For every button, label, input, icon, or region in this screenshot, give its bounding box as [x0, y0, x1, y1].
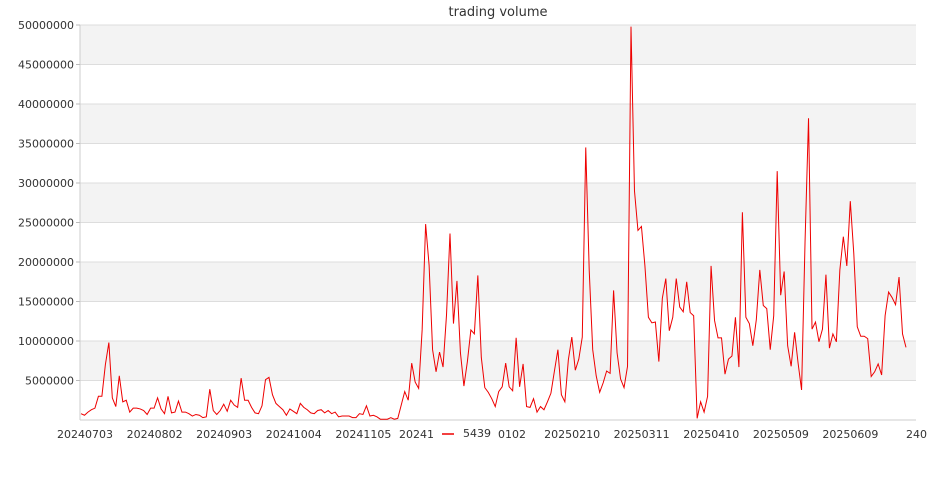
y-tick-label: 15000000	[18, 296, 74, 309]
grid-band	[80, 262, 916, 302]
y-tick-label: 30000000	[18, 177, 74, 190]
grid-bands	[80, 24, 916, 381]
legend-background	[434, 426, 496, 442]
y-tick-label: 20000000	[18, 256, 74, 269]
y-tick-label: 40000000	[18, 98, 74, 111]
x-tick-label: 20250210	[544, 428, 600, 441]
x-tick-label: 240	[906, 428, 927, 441]
x-tick-label: 20240802	[127, 428, 183, 441]
y-tick-label: 25000000	[18, 217, 74, 230]
x-tick-label: 0102	[498, 428, 526, 441]
legend: 5439	[434, 426, 496, 442]
x-tick-label: 20250410	[683, 428, 739, 441]
x-axis: 20240703 20240802 20240903 20241004 20241105…	[57, 419, 927, 441]
x-tick-label: 20241004	[266, 428, 322, 441]
x-tick-label: 20250609	[822, 428, 878, 441]
y-axis: 5000000 10000000 15000000 20000000 25000000 3…	[18, 19, 81, 420]
grid-band	[80, 104, 916, 144]
x-tick-label: 20250311	[614, 428, 670, 441]
y-tick-label: 10000000	[18, 335, 74, 348]
y-tick-label: 5000000	[25, 375, 74, 388]
y-tick-label: 35000000	[18, 138, 74, 151]
y-tick-label: 45000000	[18, 59, 74, 72]
x-tick-label: 20240903	[196, 428, 252, 441]
x-tick-label: 20240703	[57, 428, 113, 441]
grid-band	[80, 183, 916, 223]
series-line-5439	[80, 26, 907, 420]
x-tick-label: 20241105	[335, 428, 391, 441]
grid-band	[80, 341, 916, 381]
legend-entry: 5439	[463, 427, 491, 440]
x-tick-label: 20241	[399, 428, 434, 441]
y-tick-label: 50000000	[18, 19, 74, 32]
x-tick-label: 20250509	[753, 428, 809, 441]
grid-band	[80, 25, 916, 65]
chart-title: trading volume	[448, 5, 547, 20]
